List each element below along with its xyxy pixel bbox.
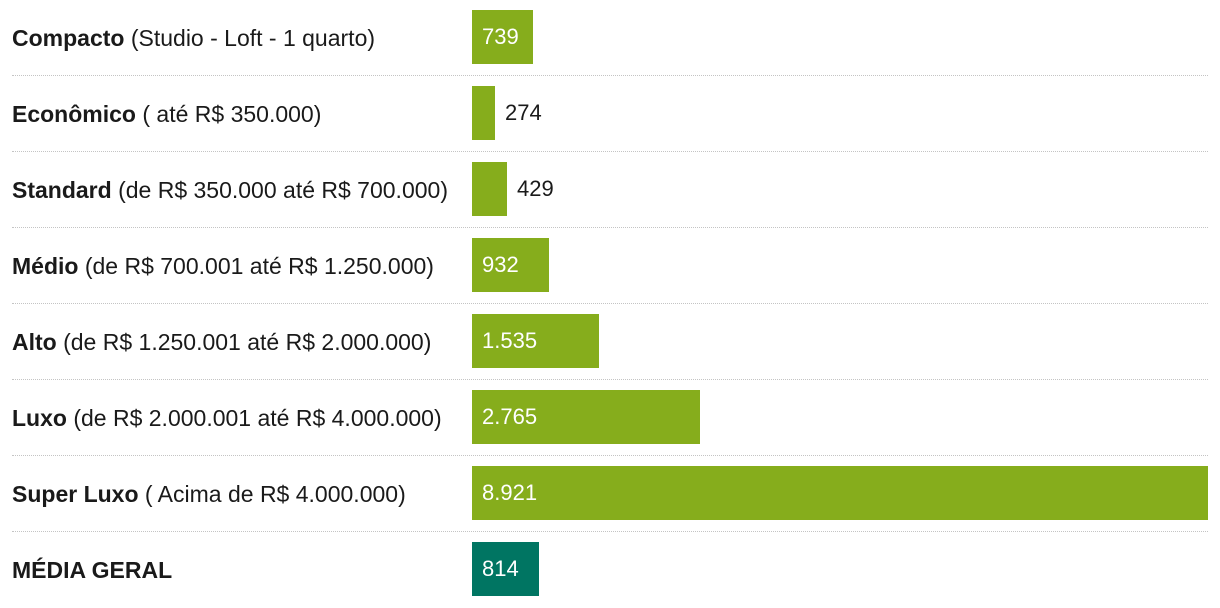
- category-name: Econômico: [12, 101, 136, 127]
- category-detail: (Studio - Loft - 1 quarto): [124, 25, 376, 51]
- bar: [472, 238, 549, 292]
- category-label: Alto (de R$ 1.250.001 até R$ 2.000.000): [12, 304, 431, 380]
- row-divider: [12, 75, 1208, 76]
- value-label: 1.535: [482, 328, 538, 353]
- category-label: Standard (de R$ 350.000 até R$ 700.000): [12, 152, 448, 228]
- category-detail: (de R$ 700.001 até R$ 1.250.000): [78, 253, 434, 279]
- chart-row: Médio (de R$ 700.001 até R$ 1.250.000) 93…: [0, 228, 1220, 304]
- value-label: 932: [482, 252, 519, 277]
- chart-row: MÉDIA GERAL 814: [0, 532, 1220, 608]
- value-label: 429: [517, 176, 554, 201]
- category-name: Compacto: [12, 25, 125, 51]
- bar: [472, 390, 700, 444]
- chart-row: Econômico ( até R$ 350.000) 274: [0, 76, 1220, 152]
- average-bar: [472, 542, 539, 596]
- category-detail: (de R$ 2.000.001 até R$ 4.000.000): [66, 405, 442, 431]
- value-label: 2.765: [482, 404, 538, 429]
- chart-row: Compacto (Studio - Loft - 1 quarto) 739: [0, 0, 1220, 76]
- value-label: 8.921: [482, 480, 538, 505]
- chart-row: Alto (de R$ 1.250.001 até R$ 2.000.000) 1…: [0, 304, 1220, 380]
- row-divider: [12, 303, 1208, 304]
- category-name: Super Luxo: [12, 481, 139, 507]
- bar: [472, 86, 495, 140]
- row-divider: [12, 151, 1208, 152]
- category-detail: ( Acima de R$ 4.000.000): [138, 481, 406, 507]
- value-label: 739: [482, 24, 519, 49]
- category-name: Standard: [12, 177, 112, 203]
- category-label: Econômico ( até R$ 350.000): [12, 76, 321, 152]
- row-divider: [12, 227, 1208, 228]
- row-divider: [12, 455, 1208, 456]
- value-label: 814: [482, 556, 519, 581]
- category-label: Luxo (de R$ 2.000.001 até R$ 4.000.000): [12, 380, 442, 456]
- category-label: Compacto (Studio - Loft - 1 quarto): [12, 0, 375, 76]
- chart-row: Super Luxo ( Acima de R$ 4.000.000) 8.921: [0, 456, 1220, 532]
- chart-row: Standard (de R$ 350.000 até R$ 700.000) 4…: [0, 152, 1220, 228]
- category-detail: (de R$ 1.250.001 até R$ 2.000.000): [56, 329, 432, 355]
- category-label: Super Luxo ( Acima de R$ 4.000.000): [12, 456, 406, 532]
- chart-row: Luxo (de R$ 2.000.001 até R$ 4.000.000) 2…: [0, 380, 1220, 456]
- bar: [472, 314, 599, 368]
- category-name: Alto: [12, 329, 57, 355]
- bar: [472, 10, 533, 64]
- bar: [472, 466, 1208, 520]
- category-name: MÉDIA GERAL: [12, 557, 173, 583]
- row-divider: [12, 379, 1208, 380]
- category-label: MÉDIA GERAL: [12, 532, 172, 608]
- category-detail: (de R$ 350.000 até R$ 700.000): [111, 177, 448, 203]
- category-label: Médio (de R$ 700.001 até R$ 1.250.000): [12, 228, 434, 304]
- category-name: Médio: [12, 253, 79, 279]
- category-detail: ( até R$ 350.000): [135, 101, 322, 127]
- row-divider: [12, 531, 1208, 532]
- category-name: Luxo: [12, 405, 67, 431]
- bar: [472, 162, 507, 216]
- value-label: 274: [505, 100, 542, 125]
